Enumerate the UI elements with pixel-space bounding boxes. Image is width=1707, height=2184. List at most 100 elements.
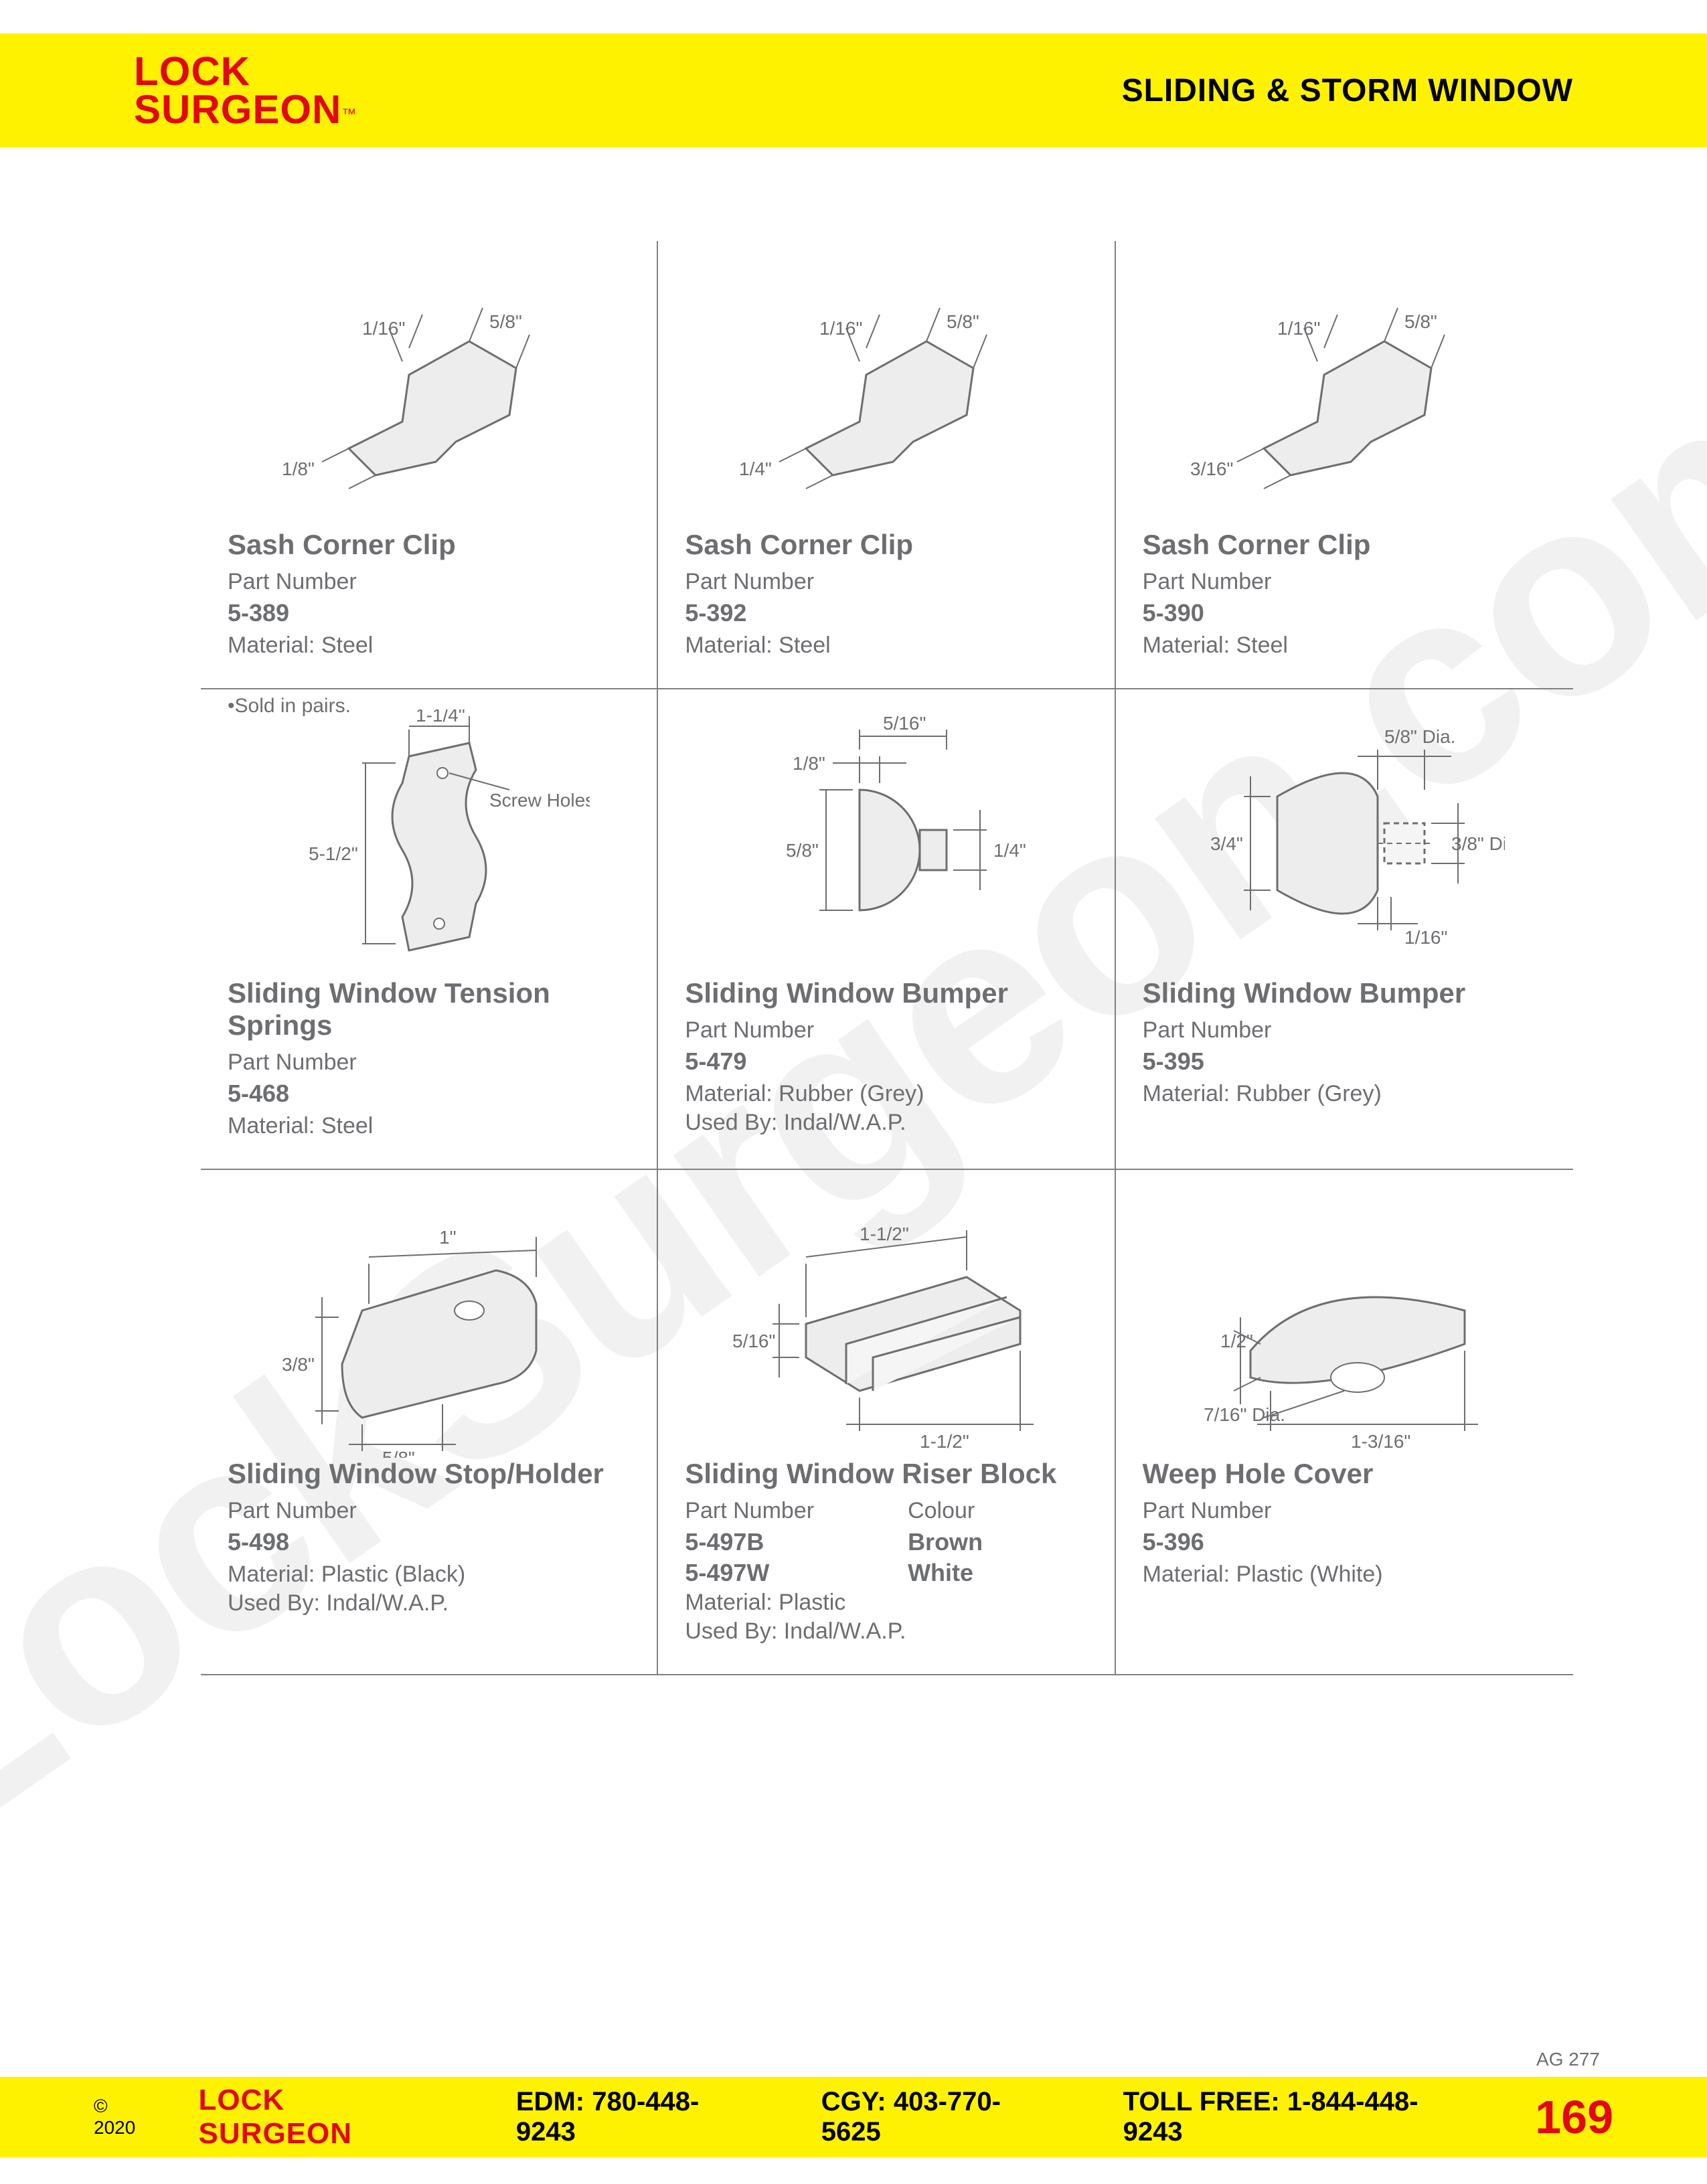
dim-c: 5/8": [382, 1448, 415, 1458]
product-cell: •Sold in pairs. 1-1/4" 5-1/2" Screw Hole…: [201, 689, 658, 1170]
diagram: 1-1/4" 5-1/2" Screw Holes: [228, 709, 630, 977]
part-number: 5-390: [1143, 599, 1546, 627]
part-label: Part Number: [1143, 1498, 1546, 1524]
part-label: Part Number: [228, 1049, 630, 1076]
product-cell: 1" 3/8" 5/8" Sliding Window Stop/Holder …: [201, 1170, 658, 1675]
material: Material: Steel: [228, 1113, 630, 1139]
dim-a: 3/4": [1210, 833, 1243, 854]
product-cell: 1-1/2" 5/16" 1-1/2" Sliding Window Riser…: [658, 1170, 1115, 1675]
usedby: Used By: Indal/W.A.P.: [228, 1590, 630, 1616]
diagram: 3/16" 1/16" 5/8": [1143, 261, 1546, 529]
dim-b: 5/16": [732, 1331, 775, 1351]
trademark: ™: [341, 106, 356, 122]
dim-a: 1/2": [1220, 1331, 1253, 1351]
part-number: 5-497B: [685, 1528, 814, 1556]
dim-b: 7/16" Dia.: [1204, 1404, 1285, 1425]
product-title: Sash Corner Clip: [1143, 529, 1546, 561]
material: Material: Rubber (Grey): [1143, 1081, 1546, 1107]
colour: White: [908, 1559, 983, 1587]
logo: LOCK SURGEON™: [134, 52, 356, 129]
dim-c: 5/8": [786, 840, 819, 861]
dim-side: 1/8": [282, 458, 315, 479]
part-number: 5-392: [685, 599, 1087, 627]
diagram: 3/4" 5/8" Dia. 3/8" Dia. 1/16": [1143, 709, 1546, 977]
dim-h: 5-1/2": [309, 843, 358, 864]
dim-top1: 1/16": [819, 318, 862, 339]
product-cell: 1/8" 1/16" 5/8" Sash Corner Clip Part Nu…: [201, 241, 658, 689]
copyright: © 2020: [94, 2096, 152, 2138]
cgy-phone: CGY: 403-770-5625: [821, 2087, 1050, 2147]
part-number: 5-479: [685, 1047, 1087, 1076]
part-label: Part Number: [1143, 1017, 1546, 1043]
product-cell: 3/16" 1/16" 5/8" Sash Corner Clip Part N…: [1116, 241, 1573, 689]
material: Material: Steel: [228, 633, 630, 659]
product-cell: 1/2" 7/16" Dia. 1-3/16" Weep Hole Cover …: [1116, 1170, 1573, 1675]
material: Material: Plastic: [685, 1590, 1087, 1616]
dim-top2: 5/8": [1404, 311, 1437, 332]
part-label: Part Number: [228, 569, 630, 595]
part-number: 5-395: [1143, 1047, 1546, 1076]
dim-c: 1-3/16": [1351, 1431, 1410, 1452]
product-cell: 1/8" 5/16" 5/8" 1/4" Sliding Window Bump…: [658, 689, 1115, 1170]
footer-brand: LOCK SURGEON: [199, 2084, 436, 2151]
dim-w: 1-1/4": [416, 709, 465, 726]
diagram: 1/8" 1/16" 5/8": [228, 261, 630, 529]
colour-label: Colour: [908, 1498, 983, 1524]
edm-phone: EDM: 780-448-9243: [516, 2087, 748, 2147]
material: Material: Plastic (Black): [228, 1562, 630, 1588]
part-label: Part Number: [1143, 569, 1546, 595]
usedby: Used By: Indal/W.A.P.: [685, 1110, 1087, 1136]
dim-top2: 5/8": [489, 311, 522, 332]
product-title: Sliding Window Bumper: [1143, 977, 1546, 1009]
part-label: Part Number: [685, 569, 1087, 595]
part-number: 5-389: [228, 599, 630, 627]
section-title: SLIDING & STORM WINDOW: [1122, 72, 1573, 109]
dim-d: 1/16": [1404, 927, 1447, 948]
material: Material: Steel: [1143, 633, 1546, 659]
product-title: Sliding Window Bumper: [685, 977, 1087, 1009]
dim-top1: 1/16": [1277, 318, 1320, 339]
dim-top2: 5/8": [947, 311, 979, 332]
product-title: Sash Corner Clip: [685, 529, 1087, 561]
dim-c: 3/8" Dia.: [1451, 833, 1505, 854]
dim-a: 1/8": [793, 753, 825, 774]
dim-b: 5/16": [883, 713, 926, 734]
tollfree-phone: TOLL FREE: 1-844-448-9243: [1123, 2087, 1462, 2147]
logo-line1: LOCK: [134, 52, 356, 90]
dim-a: 1": [439, 1227, 457, 1248]
part-label: Part Number: [685, 1017, 1087, 1043]
part-number: 5-497W: [685, 1559, 814, 1587]
dim-d: 1/4": [993, 840, 1026, 861]
diagram: 1-1/2" 5/16" 1-1/2": [685, 1190, 1087, 1458]
product-title: Sliding Window Tension Springs: [228, 977, 630, 1041]
product-title: Sliding Window Stop/Holder: [228, 1458, 630, 1490]
dim-a: 1-1/2": [860, 1224, 909, 1244]
dim-side: 1/4": [739, 458, 772, 479]
material: Material: Steel: [685, 633, 1087, 659]
page-number: 169: [1535, 2090, 1613, 2144]
product-title: Sliding Window Riser Block: [685, 1458, 1087, 1490]
dim-side: 3/16": [1190, 458, 1233, 479]
diagram: 1/8" 5/16" 5/8" 1/4": [685, 709, 1087, 977]
colour: Brown: [908, 1528, 983, 1556]
diagram: 1/4" 1/16" 5/8": [685, 261, 1087, 529]
dim-b: 3/8": [282, 1354, 315, 1375]
dim-c: 1-1/2": [920, 1431, 969, 1452]
ag-code: AG 277: [1536, 2049, 1600, 2070]
part-label: Part Number: [685, 1498, 814, 1524]
diagram: 1" 3/8" 5/8": [228, 1190, 630, 1458]
product-cell: 1/4" 1/16" 5/8" Sash Corner Clip Part Nu…: [658, 241, 1115, 689]
part-number: 5-468: [228, 1080, 630, 1108]
dim-annot: Screw Holes: [489, 790, 590, 811]
dim-top1: 1/16": [362, 318, 405, 339]
diagram: 1/2" 7/16" Dia. 1-3/16": [1143, 1190, 1546, 1458]
product-title: Weep Hole Cover: [1143, 1458, 1546, 1490]
usedby: Used By: Indal/W.A.P.: [685, 1618, 1087, 1645]
catalog-grid: 1/8" 1/16" 5/8" Sash Corner Clip Part Nu…: [201, 241, 1573, 1675]
part-label: Part Number: [228, 1498, 630, 1524]
product-cell: 3/4" 5/8" Dia. 3/8" Dia. 1/16" Sliding W…: [1116, 689, 1573, 1170]
dim-b: 5/8" Dia.: [1384, 726, 1455, 747]
logo-line2: SURGEON: [134, 87, 341, 132]
material: Material: Rubber (Grey): [685, 1081, 1087, 1107]
product-title: Sash Corner Clip: [228, 529, 630, 561]
